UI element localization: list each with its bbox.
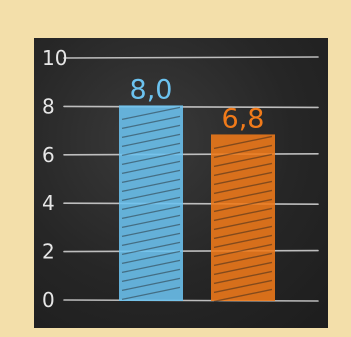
value-labels: 8,0 6,8 [130,74,265,134]
y-tick-label-2: 2 [42,240,55,264]
grid-line-2 [63,249,319,253]
value-label-2: 6,8 [222,103,265,134]
grid-lines [63,56,319,302]
grid-line-4 [63,202,319,205]
value-label-1: 8,0 [130,74,173,105]
chalkboard-chart: 0 2 4 6 8 10 8,0 6,8 [34,38,328,328]
bars [119,105,275,303]
grid-line-6 [63,153,319,156]
bar-2 [211,134,275,303]
y-tick-label-4: 4 [42,191,55,215]
grid-line-10 [63,56,319,59]
y-tick-label-8: 8 [42,94,55,118]
grid-line-0 [63,299,319,302]
bar-chart: 0 2 4 6 8 10 8,0 6,8 [42,46,319,312]
y-tick-label-10: 10 [42,46,67,70]
grid-line-8 [63,105,319,109]
y-axis-tick-labels: 0 2 4 6 8 10 [42,46,67,312]
bar-1 [119,105,183,302]
y-tick-label-0: 0 [42,288,55,312]
y-tick-label-6: 6 [42,143,55,167]
